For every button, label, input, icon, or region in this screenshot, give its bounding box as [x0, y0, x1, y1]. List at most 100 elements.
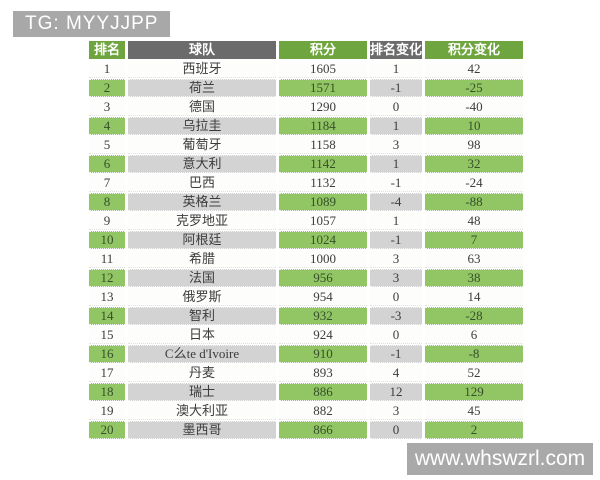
- header-points-change: 积分变化: [425, 41, 523, 59]
- cell-points: 882: [279, 402, 367, 420]
- cell-points-change: -24: [425, 174, 523, 192]
- cell-rank: 3: [89, 98, 125, 116]
- cell-rank-change: 1: [370, 212, 422, 230]
- cell-points-change: 7: [425, 231, 523, 249]
- table-row: 1 西班牙 1605 1 42: [89, 60, 523, 78]
- table-row: 15 日本 924 0 6: [89, 326, 523, 344]
- cell-team: 巴西: [128, 174, 276, 192]
- cell-points-change: -40: [425, 98, 523, 116]
- cell-rank-change: -3: [370, 307, 422, 325]
- cell-rank-change: 0: [370, 326, 422, 344]
- header-team: 球队: [128, 41, 276, 59]
- cell-team: 日本: [128, 326, 276, 344]
- cell-points: 1000: [279, 250, 367, 268]
- cell-points: 1158: [279, 136, 367, 154]
- table-row: 16 C么te d'Ivoire 910 -1 -8: [89, 345, 523, 363]
- cell-team: 乌拉圭: [128, 117, 276, 135]
- cell-team: 法国: [128, 269, 276, 287]
- table-row: 6 意大利 1142 1 32: [89, 155, 523, 173]
- cell-rank-change: 1: [370, 60, 422, 78]
- cell-points-change: -88: [425, 193, 523, 211]
- cell-points-change: 129: [425, 383, 523, 401]
- cell-points: 1024: [279, 231, 367, 249]
- cell-rank: 8: [89, 193, 125, 211]
- cell-rank-change: 1: [370, 155, 422, 173]
- cell-points: 910: [279, 345, 367, 363]
- cell-rank-change: -4: [370, 193, 422, 211]
- cell-points: 1290: [279, 98, 367, 116]
- cell-points: 954: [279, 288, 367, 306]
- cell-points: 893: [279, 364, 367, 382]
- cell-points-change: 32: [425, 155, 523, 173]
- cell-team: 丹麦: [128, 364, 276, 382]
- cell-points-change: -25: [425, 79, 523, 97]
- cell-team: 意大利: [128, 155, 276, 173]
- table-row: 3 德国 1290 0 -40: [89, 98, 523, 116]
- cell-rank-change: 4: [370, 364, 422, 382]
- table-row: 4 乌拉圭 1184 1 10: [89, 117, 523, 135]
- cell-team: 德国: [128, 98, 276, 116]
- cell-rank: 16: [89, 345, 125, 363]
- cell-rank: 12: [89, 269, 125, 287]
- cell-rank: 15: [89, 326, 125, 344]
- cell-team: 希腊: [128, 250, 276, 268]
- cell-points: 956: [279, 269, 367, 287]
- cell-points: 886: [279, 383, 367, 401]
- cell-rank: 17: [89, 364, 125, 382]
- cell-rank-change: 0: [370, 98, 422, 116]
- table-row: 10 阿根廷 1024 -1 7: [89, 231, 523, 249]
- cell-rank: 14: [89, 307, 125, 325]
- ranking-table-body: 1 西班牙 1605 1 42 2 荷兰 1571 -1 -25 3 德国 1290 0 -40 4 乌拉圭 11…: [89, 60, 523, 439]
- cell-team: 澳大利亚: [128, 402, 276, 420]
- cell-rank-change: 3: [370, 402, 422, 420]
- tg-badge: TG: MYYJJPP: [13, 11, 171, 37]
- cell-rank-change: -1: [370, 174, 422, 192]
- cell-rank-change: 3: [370, 250, 422, 268]
- cell-team: 瑞士: [128, 383, 276, 401]
- cell-rank-change: -1: [370, 231, 422, 249]
- watermark: www.whswzrl.com: [407, 443, 593, 475]
- cell-points-change: 63: [425, 250, 523, 268]
- cell-points-change: 52: [425, 364, 523, 382]
- cell-rank: 9: [89, 212, 125, 230]
- cell-rank: 5: [89, 136, 125, 154]
- table-row: 18 瑞士 886 12 129: [89, 383, 523, 401]
- cell-team: 阿根廷: [128, 231, 276, 249]
- table-row: 9 克罗地亚 1057 1 48: [89, 212, 523, 230]
- fifa-ranking-table: 排名 球队 积分 排名变化 积分变化 1 西班牙 1605 1 42 2 荷兰 1571 -1-…: [86, 40, 526, 440]
- cell-team: 墨西哥: [128, 421, 276, 439]
- cell-points: 1057: [279, 212, 367, 230]
- cell-points: 1132: [279, 174, 367, 192]
- cell-team: 西班牙: [128, 60, 276, 78]
- table-row: 19 澳大利亚 882 3 45: [89, 402, 523, 420]
- cell-team: 荷兰: [128, 79, 276, 97]
- cell-points-change: 48: [425, 212, 523, 230]
- header-points: 积分: [279, 41, 367, 59]
- cell-rank: 20: [89, 421, 125, 439]
- header-row: 排名 球队 积分 排名变化 积分变化: [89, 41, 523, 59]
- cell-points-change: 14: [425, 288, 523, 306]
- cell-rank-change: 3: [370, 269, 422, 287]
- cell-points-change: -8: [425, 345, 523, 363]
- cell-points: 1142: [279, 155, 367, 173]
- cell-points-change: -28: [425, 307, 523, 325]
- cell-rank: 13: [89, 288, 125, 306]
- table-row: 2 荷兰 1571 -1 -25: [89, 79, 523, 97]
- cell-team: 葡萄牙: [128, 136, 276, 154]
- cell-team: 英格兰: [128, 193, 276, 211]
- table-row: 7 巴西 1132 -1 -24: [89, 174, 523, 192]
- cell-points: 1089: [279, 193, 367, 211]
- table-row: 17 丹麦 893 4 52: [89, 364, 523, 382]
- table-header: 排名 球队 积分 排名变化 积分变化: [89, 41, 523, 59]
- cell-team: 智利: [128, 307, 276, 325]
- cell-points: 1571: [279, 79, 367, 97]
- cell-points-change: 10: [425, 117, 523, 135]
- cell-rank: 4: [89, 117, 125, 135]
- header-rank: 排名: [89, 41, 125, 59]
- cell-rank-change: -1: [370, 79, 422, 97]
- cell-points: 866: [279, 421, 367, 439]
- cell-points: 1605: [279, 60, 367, 78]
- cell-rank: 19: [89, 402, 125, 420]
- cell-points-change: 38: [425, 269, 523, 287]
- cell-rank: 6: [89, 155, 125, 173]
